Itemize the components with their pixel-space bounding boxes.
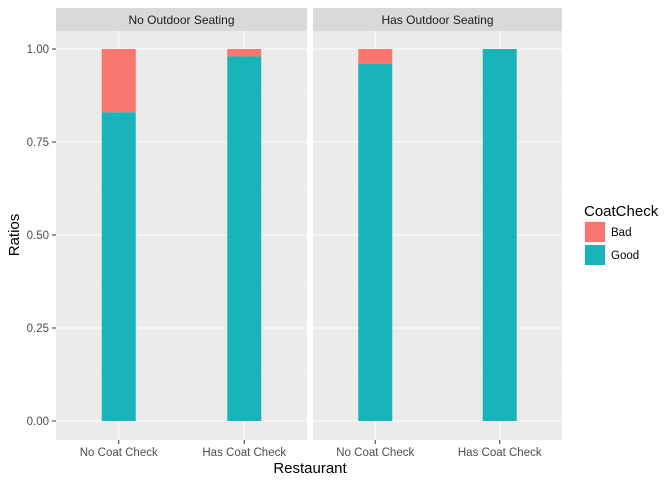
bar-bad	[358, 49, 393, 64]
y-tick-label: 0.00	[27, 416, 49, 428]
legend-key-good	[585, 245, 605, 265]
panels: No Outdoor Seating Has Outdoor Seating	[56, 8, 562, 440]
x-tick-label: No Coat Check	[336, 447, 414, 459]
facet-strip	[56, 8, 307, 31]
legend: CoatCheck Bad Good	[584, 203, 659, 266]
panel-2: Has Outdoor Seating	[313, 8, 562, 440]
legend-label: Good	[611, 250, 639, 262]
bar-good	[101, 112, 136, 422]
legend-key-bad	[585, 222, 605, 242]
x-tick-label: Has Coat Check	[202, 447, 286, 459]
facet-label: No Outdoor Seating	[128, 13, 234, 27]
y-tick-label: 0.25	[27, 323, 49, 335]
legend-title: CoatCheck	[584, 203, 659, 220]
bar-good	[358, 63, 393, 421]
facet-label: Has Outdoor Seating	[381, 13, 493, 27]
x-tick-label: Has Coat Check	[458, 447, 542, 459]
facet-strip	[313, 8, 562, 31]
y-axis-title: Ratios	[6, 214, 23, 257]
x-axis-title: Restaurant	[273, 460, 347, 477]
bar-good	[227, 56, 262, 421]
bar-good	[482, 49, 517, 421]
bar-bad	[101, 49, 136, 113]
legend-label: Bad	[611, 227, 631, 239]
y-axis: 0.00 0.25 0.50 0.75 1.00	[27, 44, 56, 428]
panel-1: No Outdoor Seating	[56, 8, 307, 440]
x-axis: No Coat Check Has Coat Check No Coat Check…	[80, 440, 542, 459]
bar-bad	[227, 49, 262, 57]
y-tick-label: 1.00	[27, 44, 49, 56]
y-tick-label: 0.75	[27, 137, 49, 149]
x-tick-label: No Coat Check	[80, 447, 158, 459]
y-tick-label: 0.50	[27, 230, 49, 242]
